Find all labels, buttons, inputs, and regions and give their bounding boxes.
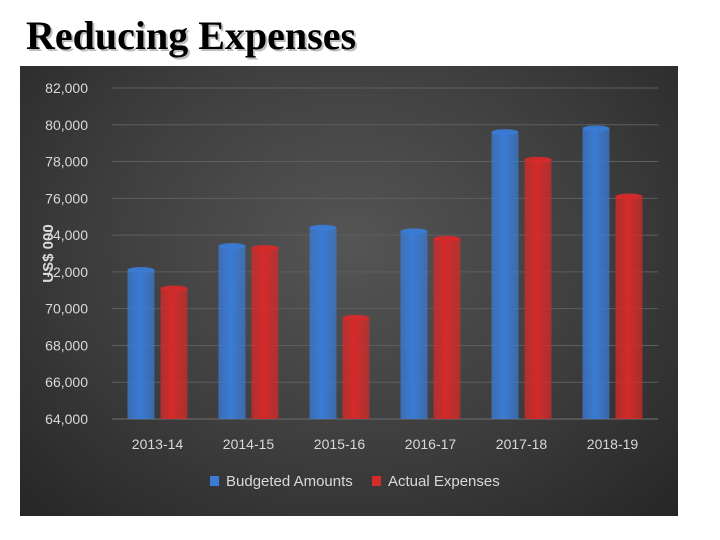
bar-top-cap [251, 244, 279, 251]
bar-budgeted [582, 128, 610, 419]
x-tick-label: 2013-14 [132, 436, 184, 452]
legend: Budgeted Amounts Actual Expenses [210, 473, 500, 490]
bar-actual [160, 288, 188, 419]
bar-budgeted [309, 227, 337, 419]
y-tick-label: 82,000 [45, 80, 88, 96]
y-tick-label: 80,000 [45, 117, 88, 133]
legend-label: Budgeted Amounts [226, 473, 353, 490]
bar-top-cap [400, 228, 428, 235]
x-tick-label: 2016-17 [405, 436, 457, 452]
bars [127, 125, 643, 419]
y-tick-label: 76,000 [45, 190, 88, 206]
bar-budgeted [127, 270, 155, 419]
bar-actual [342, 317, 370, 419]
bar-top-cap [342, 314, 370, 321]
y-tick-label: 72,000 [45, 264, 88, 280]
bar-actual [251, 247, 279, 419]
x-tick-label: 2015-16 [314, 436, 366, 452]
bar-actual [524, 159, 552, 419]
bar-chart: 64,000 66,000 68,000 70,000 72,000 74,000 76,0… [40, 80, 658, 490]
y-tick-label: 68,000 [45, 337, 88, 353]
y-tick-label: 64,000 [45, 411, 88, 427]
bar-top-cap [218, 243, 246, 250]
bar-budgeted [491, 132, 519, 419]
bar-top-cap [491, 129, 519, 136]
y-axis-title: US$ 000 [40, 224, 57, 282]
y-tick-label: 66,000 [45, 374, 88, 390]
bar-budgeted [218, 246, 246, 419]
legend-swatch-budgeted [210, 476, 219, 486]
bar-top-cap [160, 285, 188, 292]
legend-label: Actual Expenses [388, 473, 500, 490]
x-tick-label: 2018-19 [587, 436, 639, 452]
bar-top-cap [127, 267, 155, 274]
y-tick-label: 78,000 [45, 154, 88, 170]
gridlines [112, 87, 658, 420]
y-axis-tick-labels: 64,000 66,000 68,000 70,000 72,000 74,000 76,0… [45, 80, 88, 427]
y-tick-label: 74,000 [45, 227, 88, 243]
x-axis-tick-labels: 2013-14 2014-15 2015-16 2016-17 2017-18 2018-… [132, 436, 639, 452]
slide-title: Reducing Expenses [26, 13, 357, 58]
bar-top-cap [433, 235, 461, 242]
bar-top-cap [582, 125, 610, 132]
bar-top-cap [524, 156, 552, 163]
legend-swatch-actual [372, 476, 381, 486]
x-tick-label: 2017-18 [496, 436, 548, 452]
bar-actual [433, 238, 461, 419]
y-tick-label: 70,000 [45, 301, 88, 317]
x-tick-label: 2014-15 [223, 436, 275, 452]
bar-budgeted [400, 231, 428, 419]
bar-actual [615, 196, 643, 419]
bar-top-cap [615, 193, 643, 200]
bar-top-cap [309, 224, 337, 231]
chart-panel: 64,000 66,000 68,000 70,000 72,000 74,000 76,0… [20, 66, 678, 516]
